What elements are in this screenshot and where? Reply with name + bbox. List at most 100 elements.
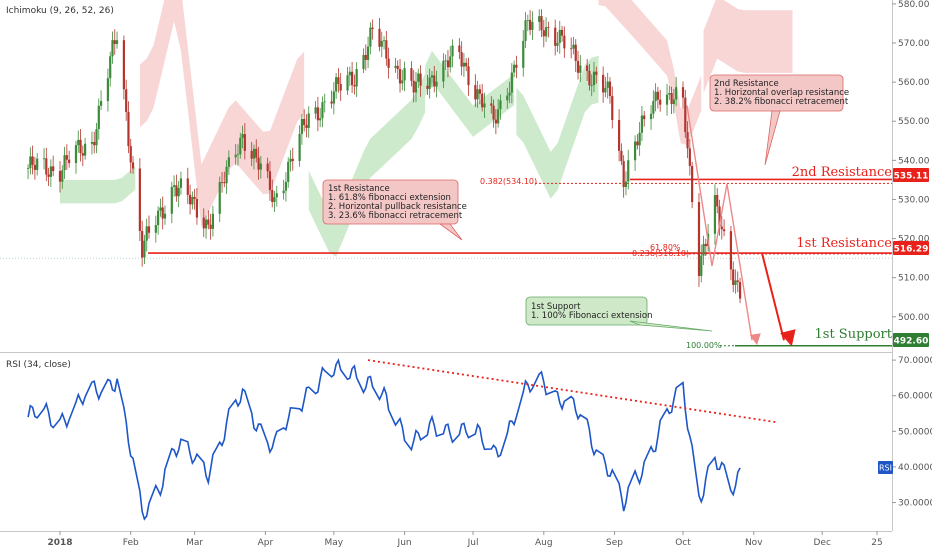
tag-second-resistance: 535.11 bbox=[893, 168, 929, 182]
candle bbox=[61, 165, 64, 189]
candle bbox=[348, 66, 351, 87]
candle-body bbox=[115, 40, 119, 44]
candle-body bbox=[332, 91, 335, 104]
candle-body bbox=[458, 45, 461, 53]
candle-body bbox=[321, 102, 324, 119]
candle-body bbox=[90, 142, 94, 144]
candle bbox=[266, 157, 269, 179]
cloud-bull bbox=[516, 55, 599, 199]
candle bbox=[33, 156, 36, 180]
candle bbox=[524, 12, 527, 49]
candle bbox=[239, 132, 242, 159]
candle bbox=[115, 31, 119, 49]
time-tick-label: 25 bbox=[871, 538, 882, 548]
time-tick-label: Apr bbox=[258, 538, 274, 548]
candle bbox=[68, 150, 71, 168]
candle bbox=[291, 147, 294, 171]
candle-body bbox=[275, 193, 278, 198]
candle bbox=[52, 155, 55, 177]
candle-body bbox=[697, 202, 701, 276]
candle-body bbox=[460, 52, 463, 67]
candle bbox=[618, 109, 621, 162]
candle-body bbox=[355, 69, 358, 87]
candle-body bbox=[74, 145, 78, 164]
candle bbox=[225, 160, 228, 194]
candle bbox=[522, 29, 525, 77]
candle-body bbox=[36, 158, 39, 170]
candle-body bbox=[668, 93, 671, 95]
candle bbox=[143, 234, 146, 265]
candle-body bbox=[106, 78, 110, 102]
candle bbox=[396, 60, 399, 80]
candle-body bbox=[207, 219, 210, 225]
candle-body bbox=[467, 66, 470, 86]
fib-618-label: 61.80% bbox=[650, 243, 681, 252]
candle bbox=[307, 106, 310, 138]
candle-body bbox=[554, 27, 557, 46]
candle-body bbox=[47, 174, 50, 177]
candle bbox=[346, 67, 349, 95]
candle bbox=[364, 44, 367, 71]
candle-body bbox=[337, 77, 340, 84]
candle-body bbox=[622, 161, 625, 188]
candle bbox=[179, 171, 183, 195]
candle bbox=[209, 213, 212, 240]
candle bbox=[602, 66, 605, 103]
candle-body bbox=[305, 125, 308, 128]
candle bbox=[170, 181, 173, 224]
candle bbox=[608, 77, 612, 104]
candle-body bbox=[163, 213, 167, 219]
candle bbox=[656, 86, 659, 109]
note-second-resistance: 2nd Resistance 1. Horizontal overlap res… bbox=[709, 74, 849, 166]
candle bbox=[204, 215, 208, 239]
candle-body bbox=[620, 150, 623, 162]
candle-body bbox=[570, 48, 573, 50]
price-tick-label: 510.00 bbox=[898, 274, 930, 284]
svg-text:535.11: 535.11 bbox=[894, 172, 929, 182]
candle-body bbox=[95, 129, 98, 146]
time-tick-label: Feb bbox=[123, 538, 139, 548]
rsi-tick-label: 50.0000 bbox=[898, 427, 932, 437]
candle-body bbox=[307, 113, 310, 128]
candle-body bbox=[592, 71, 596, 86]
candle bbox=[319, 108, 322, 128]
candle bbox=[572, 36, 575, 55]
candle bbox=[497, 98, 500, 128]
candle-body bbox=[65, 155, 68, 160]
candle bbox=[127, 101, 130, 154]
candle-body bbox=[191, 196, 194, 205]
candle-body bbox=[143, 240, 146, 258]
note-first-resistance-line-3: 3. 23.6% fibonacci retracement bbox=[328, 211, 463, 221]
candle-body bbox=[266, 163, 269, 172]
candle bbox=[542, 19, 545, 48]
candle bbox=[526, 14, 529, 32]
candle bbox=[611, 86, 614, 129]
candle-body bbox=[476, 89, 479, 100]
price-tick-label: 560.00 bbox=[898, 78, 930, 88]
candle bbox=[282, 179, 285, 200]
candles bbox=[26, 9, 742, 304]
candle-body bbox=[686, 132, 689, 149]
candle-body bbox=[362, 55, 365, 70]
candle bbox=[42, 148, 46, 170]
candle-body bbox=[574, 44, 577, 61]
candle-body bbox=[353, 85, 356, 87]
candle-body bbox=[236, 154, 240, 156]
candle bbox=[515, 55, 518, 79]
candle bbox=[84, 137, 87, 160]
candle-body bbox=[688, 148, 691, 166]
candle bbox=[161, 196, 164, 230]
candle bbox=[665, 83, 669, 116]
candle bbox=[163, 205, 167, 225]
candle-body bbox=[602, 74, 605, 93]
candle-body bbox=[394, 65, 397, 68]
candle bbox=[173, 175, 176, 197]
candle-body bbox=[636, 141, 639, 146]
candle-body bbox=[145, 226, 148, 241]
candle-body bbox=[209, 224, 212, 229]
candle-body bbox=[681, 87, 685, 98]
candle bbox=[636, 134, 639, 150]
candle-body bbox=[243, 134, 246, 151]
candle bbox=[95, 122, 98, 154]
